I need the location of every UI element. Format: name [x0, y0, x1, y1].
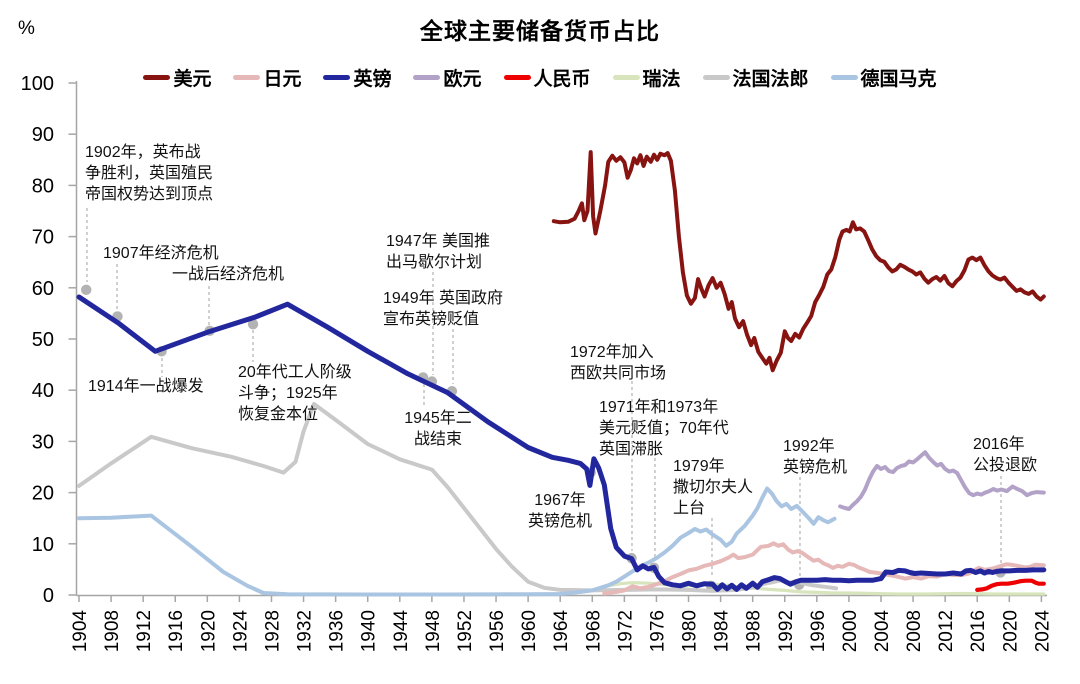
x-tick-label: 1916 — [166, 610, 187, 652]
x-tick-label: 1904 — [70, 610, 91, 653]
x-tick-label: 1980 — [680, 610, 701, 652]
x-tick-label: 2016 — [968, 610, 989, 652]
x-tick-label: 1932 — [295, 610, 316, 652]
x-tick-label: 1976 — [647, 610, 668, 652]
series-lines — [76, 150, 1047, 597]
x-tick-label: 1908 — [102, 610, 123, 652]
x-tick-label: 1984 — [712, 610, 733, 653]
legend-swatch-usd — [143, 75, 171, 80]
x-tick-label: 1928 — [262, 610, 283, 652]
x-tick-label: 1948 — [423, 610, 444, 652]
x-tick-label: 1936 — [327, 610, 348, 652]
y-tick-label: 40 — [32, 380, 54, 402]
legend-label-frf: 法国法郎 — [732, 69, 809, 90]
x-tick-label: 2000 — [840, 610, 861, 652]
y-tick-label: 60 — [32, 278, 54, 300]
x-tick-label: 1940 — [359, 610, 380, 652]
x-tick-label: 2020 — [1000, 610, 1021, 652]
y-tick-label: 100 — [21, 73, 54, 95]
legend-label-dem: 德国马克 — [860, 69, 937, 90]
axis-tick-labels: 0 10 20 30 40 50 60 70 80 90 100 1904 1908 1912 1916 19… — [21, 73, 1054, 652]
x-tick-label: 1944 — [391, 610, 412, 653]
series-line-usd — [551, 150, 1046, 373]
y-tick-label: 20 — [32, 483, 54, 505]
x-tick-label: 1988 — [744, 610, 765, 652]
legend-label-gbp: 英镑 — [353, 69, 392, 90]
legend-swatch-jpy — [233, 75, 261, 80]
legend-swatch-gbp — [323, 75, 351, 80]
x-tick-label: 1924 — [230, 610, 251, 653]
x-tick-label: 1912 — [134, 610, 155, 652]
series-line-frf — [77, 402, 839, 593]
x-tick-label: 1956 — [487, 610, 508, 652]
x-tick-label: 1972 — [615, 610, 636, 652]
y-tick-label: 30 — [32, 431, 54, 453]
legend-item-eur: 欧元 — [413, 64, 482, 91]
legend-item-rmb: 人民币 — [503, 64, 591, 91]
legend-item-jpy: 日元 — [233, 64, 301, 91]
series-line-rmb — [975, 578, 1046, 593]
legend-swatch-dem — [830, 75, 858, 80]
x-tick-label: 2008 — [904, 610, 925, 652]
series-line-gbp — [76, 294, 1047, 592]
series-line-eur — [838, 450, 1046, 511]
legend-label-jpy: 日元 — [263, 69, 302, 90]
y-tick-label: 50 — [32, 329, 54, 351]
annotation-connectors — [86, 208, 1002, 578]
legend-label-usd: 美元 — [173, 69, 212, 90]
x-tick-label: 1964 — [551, 610, 572, 653]
legend-item-frf: 法国法郎 — [702, 64, 809, 91]
x-tick-label: 2004 — [872, 610, 893, 653]
annotation-marker — [81, 284, 92, 296]
y-tick-label: 10 — [32, 534, 54, 556]
legend-label-eur: 欧元 — [443, 69, 482, 90]
legend-swatch-chf — [612, 75, 640, 80]
legend-label-chf: 瑞法 — [642, 69, 681, 90]
y-tick-label: 80 — [32, 175, 54, 197]
legend-swatch-eur — [413, 75, 441, 80]
page-title: 全球主要储备货币占比 — [420, 18, 660, 44]
series-line-dem — [77, 486, 837, 597]
x-tick-label: 2024 — [1032, 610, 1053, 653]
y-tick-label: 0 — [43, 585, 54, 607]
x-tick-label: 1960 — [519, 610, 540, 652]
x-tick-label: 1996 — [808, 610, 829, 652]
annotation-marker — [247, 318, 259, 330]
y-tick-label: 70 — [32, 227, 54, 249]
legend-item-usd: 美元 — [143, 64, 211, 91]
legend: 美元 日元 英镑 欧元 人民币 瑞法 法国法郎 德国马克 — [0, 64, 1080, 91]
legend-swatch-frf — [702, 75, 730, 80]
x-tick-label: 1920 — [198, 610, 219, 652]
x-tick-label: 1952 — [455, 610, 476, 652]
legend-swatch-rmb — [503, 75, 531, 80]
legend-item-dem: 德国马克 — [830, 64, 937, 91]
y-tick-label: 90 — [32, 124, 54, 146]
legend-item-gbp: 英镑 — [323, 64, 391, 91]
legend-label-rmb: 人民币 — [533, 69, 591, 90]
y-axis-unit-label: % — [18, 18, 35, 39]
x-tick-label: 1968 — [583, 610, 604, 652]
axes — [68, 81, 1047, 602]
legend-item-chf: 瑞法 — [612, 64, 681, 91]
x-tick-label: 2012 — [936, 610, 957, 652]
x-tick-label: 1992 — [776, 610, 797, 652]
